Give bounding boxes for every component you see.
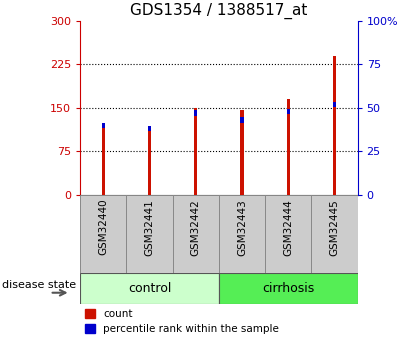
Text: disease state: disease state: [2, 280, 76, 290]
Bar: [286, 99, 290, 195]
Bar: [127, 195, 173, 273]
Bar: [240, 117, 244, 122]
Text: GSM32445: GSM32445: [330, 199, 339, 256]
Bar: [265, 195, 312, 273]
Text: GSM32441: GSM32441: [145, 199, 155, 256]
Bar: [194, 110, 197, 116]
Bar: [333, 56, 336, 195]
Text: cirrhosis: cirrhosis: [262, 282, 314, 295]
Legend: count, percentile rank within the sample: count, percentile rank within the sample: [85, 309, 279, 334]
Bar: [240, 110, 244, 195]
Bar: [80, 273, 219, 304]
Text: control: control: [128, 282, 171, 295]
Bar: [194, 108, 197, 195]
Text: GSM32440: GSM32440: [98, 199, 108, 255]
Bar: [219, 195, 265, 273]
Title: GDS1354 / 1388517_at: GDS1354 / 1388517_at: [130, 3, 307, 19]
Bar: [333, 102, 336, 107]
Text: GSM32444: GSM32444: [283, 199, 293, 256]
Bar: [102, 125, 105, 195]
Bar: [80, 195, 127, 273]
Bar: [286, 109, 290, 114]
Bar: [219, 273, 358, 304]
Bar: [148, 126, 151, 131]
Text: GSM32442: GSM32442: [191, 199, 201, 256]
Text: GSM32443: GSM32443: [237, 199, 247, 256]
Bar: [148, 128, 151, 195]
Bar: [312, 195, 358, 273]
Bar: [102, 122, 105, 128]
Bar: [173, 195, 219, 273]
